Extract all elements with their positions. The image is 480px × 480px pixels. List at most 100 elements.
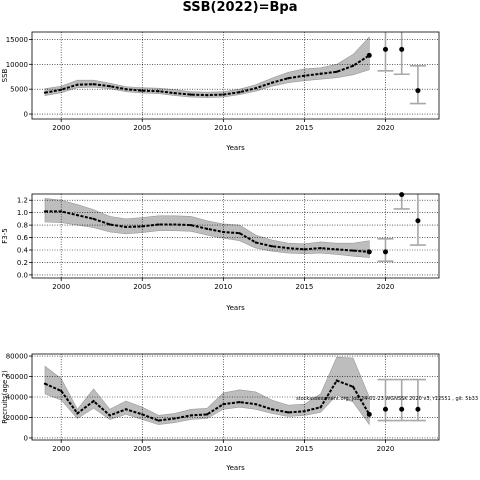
x-axis-label: Years bbox=[225, 304, 245, 312]
y-tick-label: 20000 bbox=[6, 414, 28, 422]
x-tick-label: 2010 bbox=[214, 445, 232, 453]
forecast-point bbox=[415, 406, 421, 412]
footnote-annotation: stockassessment.org, job 24-01-23 WGNSSK… bbox=[296, 396, 478, 402]
axes-frame bbox=[31, 193, 440, 279]
estimate-point bbox=[189, 224, 193, 227]
estimate-point bbox=[303, 248, 306, 251]
y-axis-label: F3-5 bbox=[1, 228, 9, 243]
y-tick-label: 15000 bbox=[6, 36, 28, 44]
estimate-point bbox=[173, 92, 176, 95]
x-tick-label: 2010 bbox=[214, 283, 232, 291]
estimate-point bbox=[319, 406, 322, 409]
y-tick-label: 0.0 bbox=[17, 271, 28, 279]
forecast-point bbox=[399, 192, 405, 198]
x-tick-label: 2005 bbox=[133, 124, 151, 132]
y-tick-label: 0.2 bbox=[17, 259, 28, 267]
last-estimate-point bbox=[366, 411, 372, 417]
y-tick-label: 60000 bbox=[6, 373, 28, 381]
x-tick-label: 2005 bbox=[133, 445, 151, 453]
estimate-point bbox=[270, 408, 274, 411]
estimate-point bbox=[351, 249, 355, 252]
estimate-point bbox=[270, 81, 274, 84]
estimate-point bbox=[189, 93, 193, 96]
confidence-band bbox=[44, 36, 370, 98]
estimate-point bbox=[287, 247, 290, 250]
axes-frame bbox=[31, 31, 440, 120]
estimate-point bbox=[157, 419, 160, 422]
estimate-point bbox=[60, 389, 63, 392]
estimate-point bbox=[60, 88, 63, 91]
estimate-point bbox=[206, 227, 209, 230]
x-tick-label: 2015 bbox=[296, 124, 314, 132]
y-axis-label: SSB bbox=[1, 68, 9, 82]
y-tick-label: 10000 bbox=[6, 61, 28, 69]
y-tick-label: 0.6 bbox=[17, 234, 29, 242]
forecast-point bbox=[382, 46, 388, 52]
x-tick-label: 2015 bbox=[296, 283, 314, 291]
estimate-point bbox=[92, 83, 95, 86]
estimate-point bbox=[173, 417, 176, 420]
estimate-point bbox=[254, 241, 257, 244]
estimate-point bbox=[108, 85, 111, 88]
estimate-point bbox=[76, 214, 79, 217]
estimate-point bbox=[157, 90, 160, 93]
x-axis-label: Years bbox=[225, 144, 245, 152]
estimate-point bbox=[92, 399, 95, 403]
x-tick-label: 2000 bbox=[52, 124, 70, 132]
y-tick-label: 80000 bbox=[6, 353, 28, 361]
estimate-point bbox=[287, 77, 290, 80]
x-tick-label: 2000 bbox=[52, 283, 70, 291]
last-estimate-point bbox=[366, 249, 372, 255]
estimate-point bbox=[335, 248, 338, 251]
estimate-point bbox=[351, 385, 355, 388]
estimate-point bbox=[43, 382, 47, 385]
estimate-point bbox=[254, 403, 257, 406]
estimate-point bbox=[189, 414, 193, 417]
y-tick-label: 0.4 bbox=[17, 247, 29, 255]
estimate-point bbox=[60, 210, 63, 213]
estimate-point bbox=[319, 247, 322, 250]
y-tick-label: 1.0 bbox=[17, 209, 28, 217]
y-tick-label: 1.2 bbox=[17, 197, 28, 205]
estimate-point bbox=[157, 223, 160, 226]
estimate-point bbox=[238, 232, 241, 235]
y-tick-label: 40000 bbox=[6, 394, 28, 402]
estimate-point bbox=[76, 412, 79, 415]
estimate-point bbox=[108, 223, 111, 226]
estimate-point bbox=[287, 411, 290, 414]
estimate-point bbox=[108, 414, 111, 417]
estimate-point bbox=[222, 230, 225, 234]
y-tick-label: 5000 bbox=[10, 86, 28, 94]
estimate-point bbox=[254, 87, 257, 90]
estimate-point bbox=[351, 64, 355, 67]
forecast-point bbox=[382, 249, 388, 255]
estimate-point bbox=[141, 89, 144, 92]
x-tick-label: 2020 bbox=[377, 445, 395, 453]
estimate-point bbox=[303, 74, 306, 77]
estimate-point bbox=[335, 70, 338, 73]
x-tick-label: 2000 bbox=[52, 445, 70, 453]
forecast-point bbox=[399, 406, 405, 412]
estimate-point bbox=[124, 225, 128, 229]
x-tick-label: 2020 bbox=[377, 283, 395, 291]
estimate-point bbox=[43, 91, 47, 94]
estimate-point bbox=[206, 94, 209, 97]
chart-title: SSB(2022)=Bpa bbox=[182, 0, 298, 15]
estimate-point bbox=[141, 225, 144, 228]
x-tick-label: 2005 bbox=[133, 283, 151, 291]
x-axis-label: Years bbox=[225, 464, 245, 472]
estimate-point bbox=[319, 72, 322, 75]
estimate-point bbox=[124, 88, 128, 91]
last-estimate-point bbox=[366, 52, 372, 58]
estimate-line bbox=[44, 379, 371, 422]
estimate-point bbox=[270, 245, 274, 248]
estimate-point bbox=[238, 401, 241, 404]
y-tick-label: 0 bbox=[24, 434, 28, 442]
y-axis-label: Recruits(age 2) bbox=[1, 370, 9, 424]
forecast-point bbox=[415, 218, 421, 224]
estimate-point bbox=[222, 403, 225, 406]
estimate-point bbox=[43, 210, 47, 213]
estimate-point bbox=[303, 410, 306, 413]
forecast-point bbox=[415, 88, 421, 94]
